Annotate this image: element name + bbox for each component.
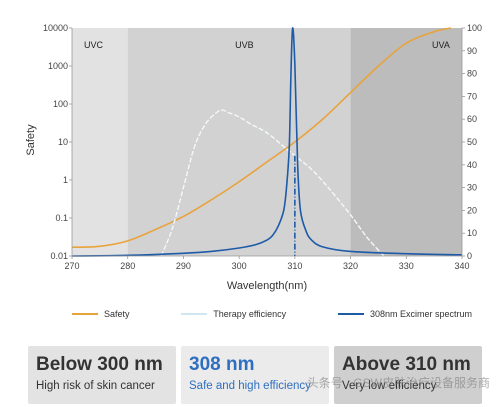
panel-subtitle: High risk of skin cancer (36, 380, 155, 392)
left-tick-label: 100 (53, 99, 68, 109)
panel-title: Above 310 nm (342, 354, 471, 375)
watermark: 头条号 · GSW皮肤治疗设备服务商 (306, 376, 490, 390)
region-uvb (127, 28, 351, 256)
right-y-axis: 0 10 20 30 40 50 60 70 80 90 100 (461, 23, 482, 261)
right-tick-label: 40 (467, 160, 477, 170)
chart-svg: UVC UVB UVA 0.01 0.1 1 10 100 1000 10000 0 10 20 30… (25, 23, 482, 292)
panel-title: Below 300 nm (36, 354, 163, 375)
right-tick-label: 10 (467, 228, 477, 238)
right-tick-label: 50 (467, 137, 477, 147)
legend-item-safety: Safety (72, 309, 130, 319)
legend-swatch-excimer (337, 313, 364, 315)
legend-swatch-safety (72, 313, 98, 315)
region-uvc (72, 28, 128, 256)
panel-below-300: Below 300 nm High risk of skin cancer (28, 346, 176, 404)
panel-subtitle: Safe and high efficiency (189, 380, 311, 392)
legend-label-therapy: Therapy efficiency (213, 309, 287, 319)
panel-subtitle: Very low efficiency (342, 380, 437, 392)
left-tick-label: 10 (58, 137, 68, 147)
region-label-uvb: UVB (235, 40, 254, 50)
right-tick-label: 0 (467, 251, 472, 261)
right-tick-label: 100 (467, 23, 482, 33)
panel-above-310: Above 310 nm Very low efficiency (334, 346, 482, 404)
right-tick-label: 70 (467, 91, 477, 101)
x-tick-label: 290 (176, 261, 191, 271)
left-y-axis: 0.01 0.1 1 10 100 1000 10000 (43, 23, 73, 261)
left-tick-label: 0.1 (55, 213, 68, 223)
y-axis-label: Safety (25, 124, 37, 156)
region-label-uvc: UVC (84, 40, 104, 50)
x-tick-label: 330 (399, 261, 414, 271)
x-axis-label: Wavelength(nm) (227, 280, 307, 292)
x-tick-label: 340 (454, 261, 469, 271)
region-label-uva: UVA (432, 40, 450, 50)
series-line-0 (71, 27, 452, 249)
region-uva (350, 28, 462, 256)
right-tick-label: 20 (467, 205, 477, 215)
panel-title: 308 nm (189, 354, 255, 375)
series-line-2 (71, 27, 463, 257)
chart-curves (71, 27, 463, 257)
x-tick-label: 270 (64, 261, 79, 271)
panel-308: 308 nm Safe and high efficiency (181, 346, 329, 404)
right-tick-label: 90 (467, 46, 477, 56)
legend-label-excimer: 308nm Excimer spectrum (369, 309, 472, 319)
x-axis: 270 280 290 300 310 320 330 340 (64, 255, 470, 271)
info-panels: Below 300 nm High risk of skin cancer 30… (28, 346, 482, 404)
legend-swatch-therapy (181, 313, 208, 315)
uv-regions: UVC UVB UVA (72, 28, 462, 256)
x-tick-label: 320 (343, 261, 358, 271)
right-tick-label: 80 (467, 69, 477, 79)
left-tick-label: 10000 (43, 23, 68, 33)
right-tick-label: 30 (467, 183, 477, 193)
right-tick-label: 60 (467, 114, 477, 124)
left-tick-label: 1 (63, 175, 68, 185)
left-tick-label: 1000 (48, 61, 68, 71)
series-line-1 (160, 109, 385, 257)
legend-label-safety: Safety (104, 309, 130, 319)
x-tick-label: 280 (120, 261, 135, 271)
legend-item-therapy: Therapy efficiency (181, 309, 286, 319)
legend-item-excimer: 308nm Excimer spectrum (337, 309, 472, 319)
chart-legend: Safety Therapy efficiency 308nm Excimer … (72, 303, 472, 325)
x-tick-label: 300 (232, 261, 247, 271)
left-tick-label: 0.01 (50, 251, 68, 261)
x-tick-label: 310 (287, 261, 302, 271)
